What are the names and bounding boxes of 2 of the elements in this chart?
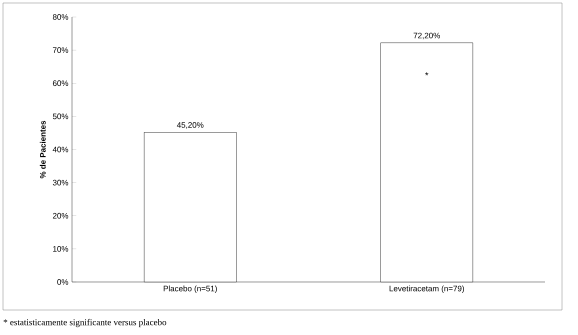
annotation: * [425,72,428,76]
text: * estatisticamente significante versus placebo [4,318,166,328]
